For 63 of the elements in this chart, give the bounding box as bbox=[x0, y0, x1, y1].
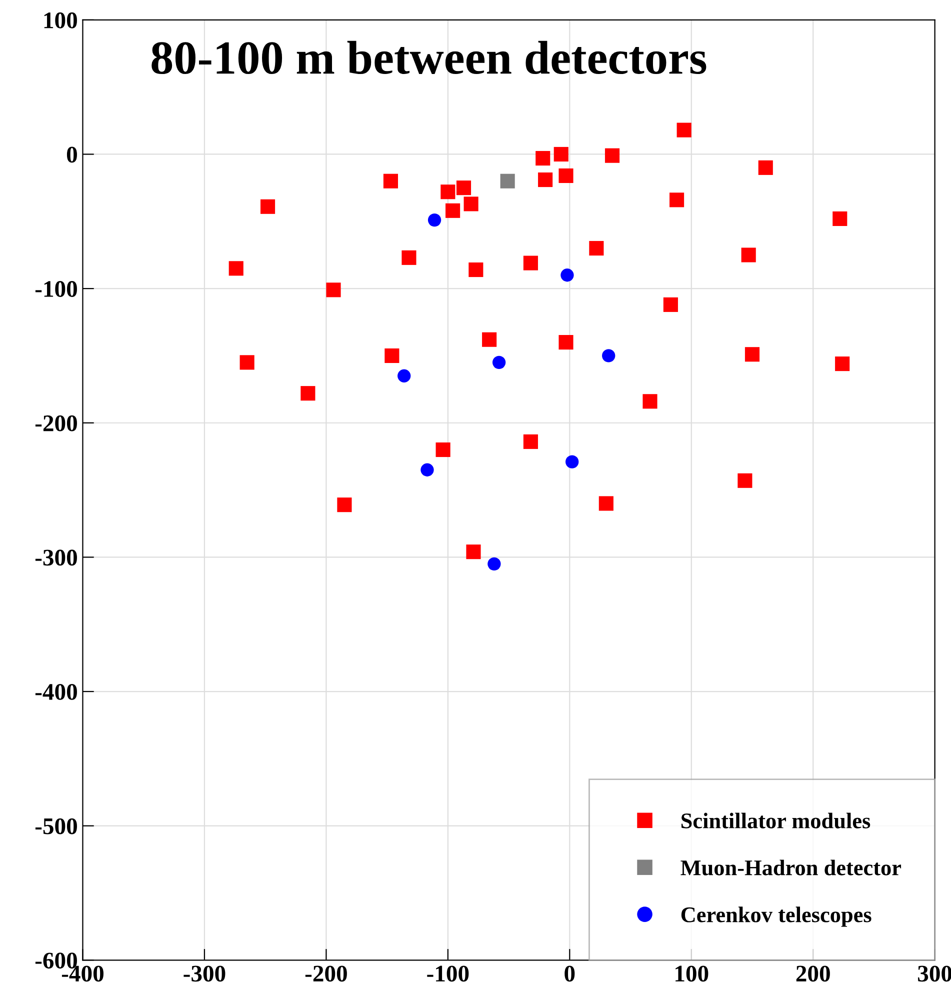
annotation: 80-100 m between detectors bbox=[152, 40, 706, 74]
point bbox=[464, 196, 478, 212]
x-tick-label: -300 bbox=[184, 966, 226, 982]
point bbox=[228, 261, 244, 276]
point bbox=[560, 268, 574, 282]
point bbox=[398, 369, 411, 382]
point bbox=[835, 356, 850, 372]
point bbox=[488, 557, 501, 570]
y-tick-label: -100 bbox=[35, 281, 77, 297]
point bbox=[558, 335, 574, 350]
point bbox=[500, 174, 515, 188]
point bbox=[482, 332, 497, 347]
point bbox=[589, 240, 604, 256]
point bbox=[383, 174, 398, 188]
legend-label: Cerenkov telescopes bbox=[681, 906, 872, 927]
point bbox=[300, 386, 316, 401]
legend-label: Scintillator modules bbox=[682, 812, 870, 828]
y-tick-label: 0 bbox=[66, 146, 77, 163]
point bbox=[428, 213, 442, 227]
legend-label: Muon-Hadron detector bbox=[680, 860, 902, 876]
point bbox=[260, 199, 276, 214]
y-tick-label: 100 bbox=[44, 12, 77, 28]
y-tick-label: -400 bbox=[35, 684, 77, 700]
point bbox=[738, 473, 752, 488]
point bbox=[468, 262, 484, 278]
x-tick-label: -100 bbox=[427, 966, 469, 982]
point bbox=[523, 434, 538, 449]
point bbox=[436, 442, 450, 458]
point bbox=[456, 180, 472, 196]
x-tick-label: 0 bbox=[564, 966, 575, 982]
point bbox=[337, 498, 352, 512]
point bbox=[384, 348, 400, 363]
point bbox=[538, 172, 553, 188]
point bbox=[326, 282, 341, 298]
point bbox=[420, 463, 434, 476]
point bbox=[741, 248, 756, 262]
point bbox=[446, 203, 460, 218]
point bbox=[642, 394, 658, 409]
y-tick-label: -200 bbox=[35, 415, 77, 432]
point bbox=[604, 148, 620, 163]
point bbox=[832, 211, 848, 226]
point bbox=[558, 168, 574, 184]
point bbox=[240, 355, 254, 370]
y-tick-label: -300 bbox=[35, 550, 77, 566]
point bbox=[492, 356, 506, 370]
point bbox=[554, 146, 568, 162]
point bbox=[602, 349, 616, 362]
x-tick-label: -200 bbox=[305, 966, 347, 982]
x-tick-label: 200 bbox=[796, 966, 830, 982]
point bbox=[536, 150, 550, 166]
x-tick-label: 100 bbox=[676, 966, 708, 982]
point bbox=[466, 544, 481, 560]
y-tick-label: -500 bbox=[35, 818, 77, 834]
point bbox=[676, 122, 692, 138]
point bbox=[758, 160, 773, 175]
point bbox=[565, 455, 579, 468]
point bbox=[744, 347, 760, 362]
point bbox=[523, 256, 538, 270]
point bbox=[663, 297, 678, 312]
point bbox=[402, 250, 416, 265]
point bbox=[598, 496, 614, 511]
point bbox=[669, 192, 684, 208]
point bbox=[440, 184, 456, 200]
